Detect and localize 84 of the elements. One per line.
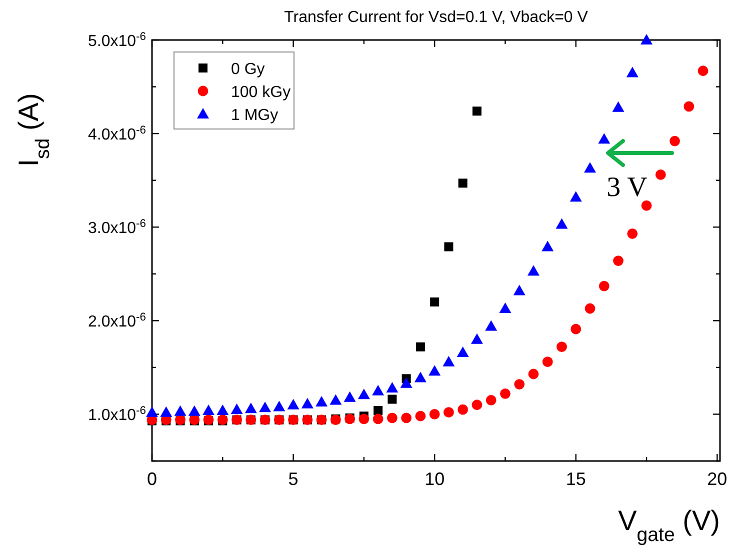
point <box>612 101 624 112</box>
point <box>273 400 286 412</box>
point <box>188 405 200 416</box>
point <box>415 410 426 422</box>
point <box>698 66 708 76</box>
point <box>230 404 243 414</box>
point <box>570 191 582 202</box>
point <box>472 400 482 410</box>
point <box>387 412 398 424</box>
x-axis-title: V$_{gate}$ (V) <box>618 505 720 546</box>
x-tick-label: 0 <box>146 469 158 489</box>
y-tick-label: 4.0x10$^{-6}$ <box>88 124 146 144</box>
point <box>626 66 638 78</box>
point <box>160 406 172 417</box>
legend-label: 100 kGy <box>231 84 291 101</box>
legend-label: 1 MGy <box>231 107 278 124</box>
point <box>598 133 610 144</box>
point <box>598 280 610 292</box>
point <box>584 303 596 314</box>
point <box>358 388 370 400</box>
point <box>513 284 526 296</box>
point <box>372 414 384 424</box>
x-tick-label: 20 <box>707 469 728 489</box>
point <box>542 240 554 252</box>
point <box>670 136 680 146</box>
point <box>485 320 498 331</box>
point <box>414 372 426 382</box>
point <box>416 342 425 352</box>
point <box>684 101 694 112</box>
point <box>472 106 482 116</box>
y-tick-label: 3.0x10$^{-6}$ <box>88 218 146 238</box>
point <box>470 333 483 344</box>
point <box>146 406 158 417</box>
point <box>613 256 624 266</box>
point <box>259 402 272 412</box>
point <box>358 414 370 424</box>
point <box>640 34 653 44</box>
point <box>444 242 454 252</box>
legend-label: 0 Gy <box>231 61 265 78</box>
point <box>430 297 440 306</box>
point <box>500 388 510 399</box>
point <box>374 406 383 415</box>
x-tick-label: 10 <box>424 469 445 489</box>
y-tick-label: 2.0x10$^{-6}$ <box>88 312 146 331</box>
point <box>528 368 539 380</box>
x-tick-label: 5 <box>288 469 298 489</box>
point <box>386 382 398 393</box>
point <box>244 402 257 414</box>
point <box>216 404 229 415</box>
point <box>316 396 328 407</box>
point <box>527 265 540 276</box>
point <box>458 404 468 415</box>
point <box>301 398 314 408</box>
point <box>400 377 412 388</box>
point <box>287 398 300 410</box>
point <box>456 346 469 357</box>
point <box>570 324 582 334</box>
point <box>499 302 512 314</box>
point <box>429 409 440 420</box>
point <box>486 394 496 406</box>
point <box>444 407 454 418</box>
point <box>584 162 596 173</box>
point <box>655 170 666 180</box>
point <box>542 356 553 368</box>
point <box>514 379 525 390</box>
point <box>372 384 384 396</box>
point <box>388 394 397 404</box>
point <box>442 356 455 366</box>
point <box>344 391 356 402</box>
point <box>401 412 412 424</box>
point <box>458 178 468 188</box>
point <box>556 218 568 229</box>
y-tick-label: 1.0x10$^{-6}$ <box>88 405 146 424</box>
y-tick-label: 5.0x10$^{-6}$ <box>88 31 146 50</box>
point <box>556 342 567 352</box>
point <box>174 405 186 416</box>
point <box>627 228 638 239</box>
annotation: 3 V <box>606 172 648 203</box>
x-tick-label: 15 <box>566 469 586 489</box>
point <box>202 404 215 415</box>
point <box>428 365 441 376</box>
point <box>641 200 652 211</box>
chart-title: Transfer Current for Vsd=0.1 V, Vback=0 V <box>284 9 588 26</box>
point <box>330 394 342 405</box>
